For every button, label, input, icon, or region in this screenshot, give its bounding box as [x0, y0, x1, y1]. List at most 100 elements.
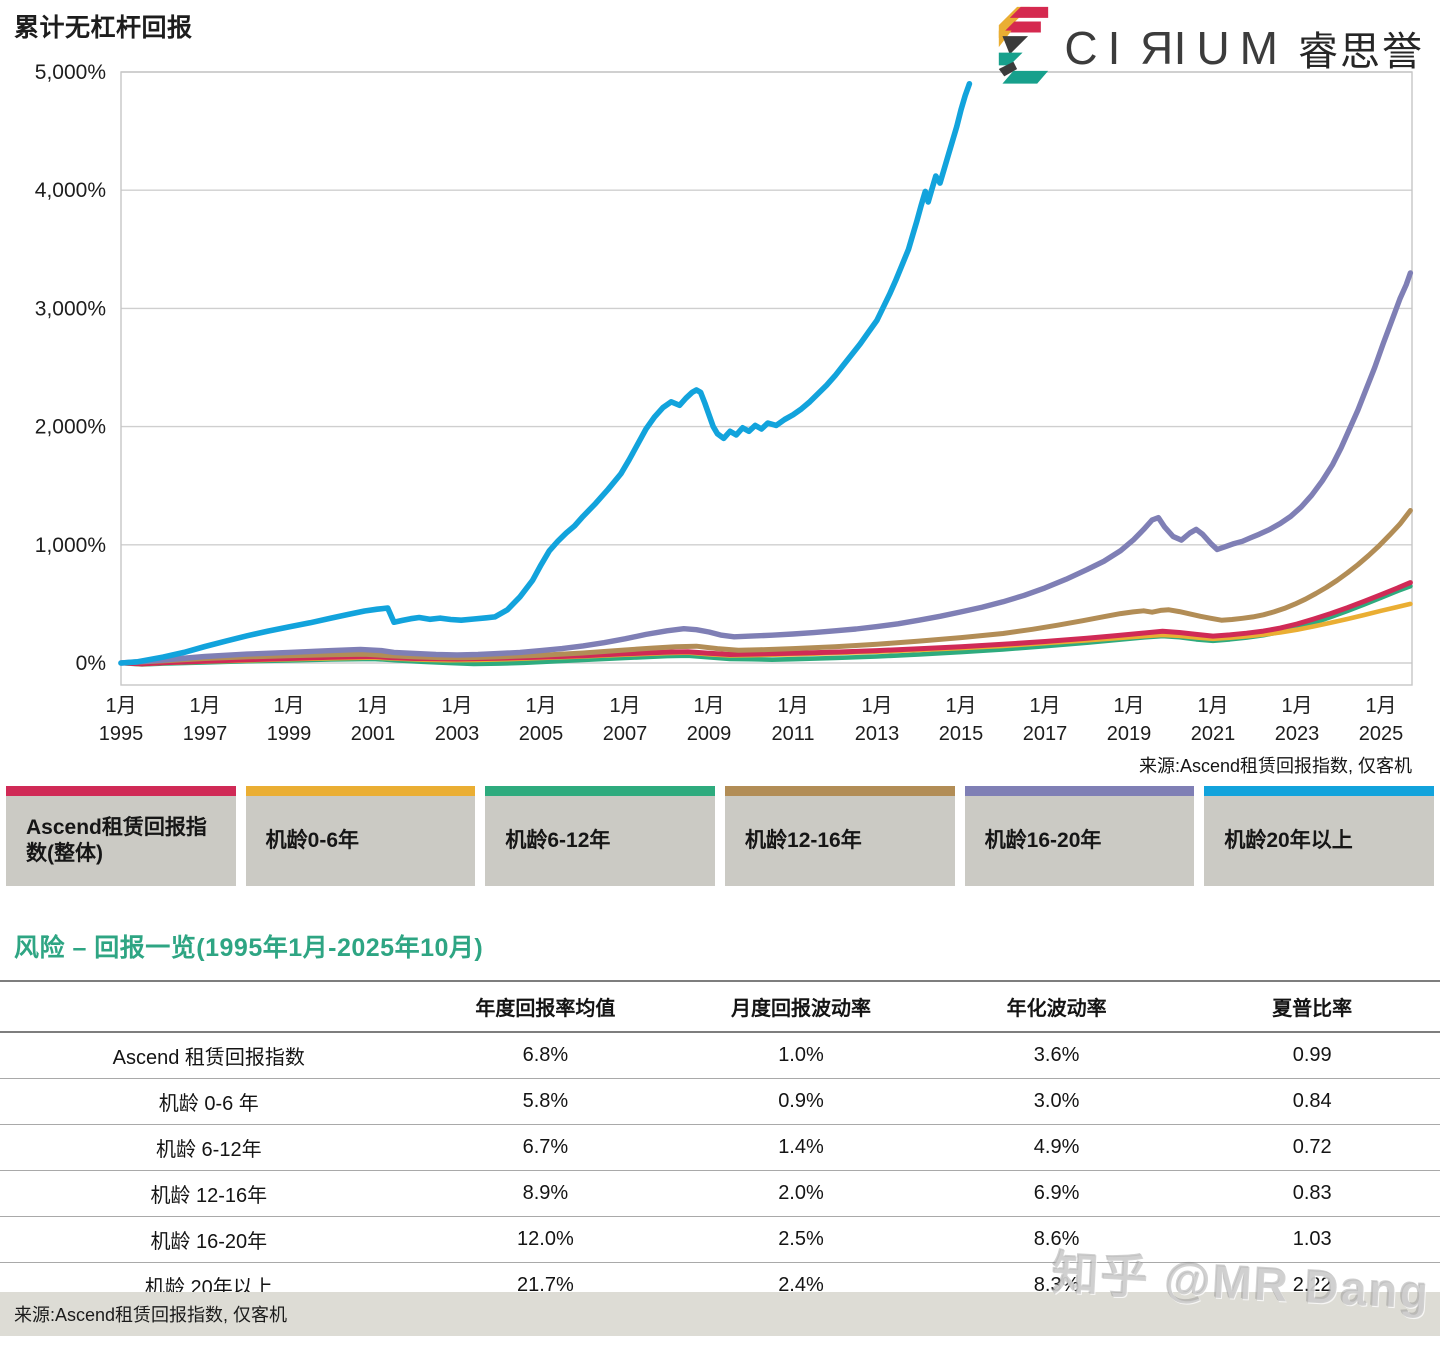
table-cell: 8.6% [928, 1216, 1185, 1263]
x-axis-tick-label: 1月 1995 [99, 695, 144, 745]
table-cell: 0.83 [1184, 1170, 1440, 1217]
x-axis-tick-label: 1月 2007 [603, 695, 648, 745]
cirium-logo: CIRIUM 睿思誉 [986, 6, 1424, 90]
legend-label: 机龄12-16年 [725, 796, 955, 886]
legend-color-bar [485, 786, 716, 796]
table-header-cell: 年化波动率 [928, 980, 1185, 1033]
risk-return-section: 风险 – 回报一览(1995年1月-2025年10月) 年度回报率均值 月度回报波… [0, 928, 1440, 1309]
table-row: 机龄 16-20年 12.0% 2.5% 8.6% 1.03 [0, 1216, 1440, 1263]
x-axis-tick-label: 1月 2019 [1107, 695, 1152, 745]
page-title: 累计无杠杆回报 [14, 14, 193, 42]
y-axis-tick-label: 1,000% [35, 534, 106, 557]
table-cell: 6.8% [417, 1032, 674, 1079]
footer-source-bar: 来源:Ascend租赁回报指数, 仅客机 [0, 1292, 1440, 1336]
legend-item-age-12-16: 机龄12-16年 [725, 786, 955, 886]
table-title: 风险 – 回报一览(1995年1月-2025年10月) [14, 934, 484, 962]
y-axis-tick-label: 3,000% [35, 297, 106, 320]
table-header-row: 年度回报率均值 月度回报波动率 年化波动率 夏普比率 [0, 980, 1440, 1033]
table-cell: 1.03 [1184, 1216, 1440, 1263]
y-axis-tick-label: 2,000% [35, 416, 106, 439]
chart-source-note: 来源:Ascend租赁回报指数, 仅客机 [1138, 756, 1412, 776]
table-cell: 3.6% [928, 1032, 1185, 1079]
x-axis-tick-label: 1月 2017 [1023, 695, 1068, 745]
table-cell: 2.0% [673, 1170, 929, 1217]
y-axis-tick-label: 0% [76, 652, 106, 675]
wordmark-letter: I [1173, 22, 1197, 74]
legend-label: 机龄6-12年 [485, 796, 716, 886]
legend-color-bar [725, 786, 955, 796]
x-axis-tick-label: 1月 2005 [519, 695, 564, 745]
x-axis-tick-label: 1月 2003 [435, 695, 480, 745]
table-row: 机龄 12-16年 8.9% 2.0% 6.9% 0.83 [0, 1170, 1440, 1217]
table-cell: 6.9% [928, 1170, 1185, 1217]
x-axis-tick-label: 1月 2023 [1275, 695, 1320, 745]
table-cell: 8.9% [417, 1170, 674, 1217]
table-row: 机龄 0-6 年 5.8% 0.9% 3.0% 0.84 [0, 1078, 1440, 1125]
legend-item-index-overall: Ascend租赁回报指数(整体) [6, 786, 236, 886]
table-cell: 1.4% [673, 1124, 929, 1171]
plot-border [120, 71, 1413, 686]
x-axis-tick-label: 1月 2001 [351, 695, 396, 745]
footer-source-note: 来源:Ascend租赁回报指数, 仅客机 [14, 1305, 288, 1325]
cumulative-return-chart: 0% 1,000% 2,000% 3,000% 4,000% 5,000% 1月 1995 1月… [35, 61, 1414, 745]
table-header-cell: 月度回报波动率 [673, 980, 929, 1033]
legend-item-age-6-12: 机龄6-12年 [485, 786, 716, 886]
wordmark-letter: R [1130, 22, 1174, 74]
cirium-wordmark: CIRIUM [1064, 21, 1288, 75]
x-axis-tick-label: 1月 2009 [687, 695, 732, 745]
legend-color-bar [964, 786, 1195, 796]
table-cell: 12.0% [417, 1216, 674, 1263]
legend-item-age-16-20: 机龄16-20年 [964, 786, 1195, 886]
x-axis-tick-label: 1月 2011 [771, 695, 814, 745]
legend-color-bar [6, 786, 236, 796]
table-row: 机龄 6-12年 6.7% 1.4% 4.9% 0.72 [0, 1124, 1440, 1171]
table-row-label: 机龄 0-6 年 [0, 1078, 418, 1125]
table-cell: 1.0% [673, 1032, 929, 1079]
legend-label: 机龄0-6年 [245, 796, 476, 886]
table-cell: 4.9% [928, 1124, 1185, 1171]
series-line-age-12-16 [118, 508, 1413, 666]
table-row-label: 机龄 16-20年 [0, 1216, 418, 1263]
table-row-label: 机龄 12-16年 [0, 1170, 418, 1217]
wordmark-letter: M [1239, 22, 1288, 74]
table-cell: 0.72 [1184, 1124, 1440, 1171]
legend-color-bar [245, 786, 476, 796]
legend-label: 机龄16-20年 [964, 796, 1195, 886]
x-axis-tick-label: 1月 2013 [855, 695, 900, 745]
table-cell: 0.9% [673, 1078, 929, 1125]
table-row-label: Ascend 租赁回报指数 [0, 1032, 418, 1079]
wordmark-letter: C [1064, 22, 1108, 74]
y-axis-tick-label: 5,000% [35, 61, 106, 84]
table-cell: 6.7% [417, 1124, 674, 1171]
y-axis-tick-label: 4,000% [35, 179, 106, 202]
risk-return-table: 年度回报率均值 月度回报波动率 年化波动率 夏普比率 Ascend 租赁回报指数 6.8%… [0, 980, 1440, 1309]
table-row-label: 机龄 6-12年 [0, 1124, 418, 1171]
legend-item-age-20-plus: 机龄20年以上 [1204, 786, 1435, 886]
table-cell: 5.8% [417, 1078, 674, 1125]
x-axis-tick-label: 1月 2021 [1191, 695, 1236, 745]
table-cell: 0.84 [1184, 1078, 1440, 1125]
x-axis-tick-label: 1月 2025 [1359, 695, 1404, 745]
table-cell: 2.5% [673, 1216, 929, 1263]
series-line-age-16-20 [118, 270, 1414, 666]
table-cell: 0.99 [1184, 1032, 1440, 1079]
table-header-cell: 年度回报率均值 [417, 980, 674, 1033]
wordmark-letter: I [1107, 22, 1131, 74]
legend-label: Ascend租赁回报指数(整体) [6, 796, 236, 886]
legend-label: 机龄20年以上 [1204, 796, 1435, 886]
cirium-logo-icon [999, 6, 1049, 84]
table-header-cell: 夏普比率 [1184, 980, 1440, 1033]
table-cell: 3.0% [928, 1078, 1185, 1125]
chart-legend: Ascend租赁回报指数(整体) 机龄0-6年 机龄6-12年 机龄12-16年 机龄1… [6, 786, 1435, 886]
returns-chart-svg: 0% 1,000% 2,000% 3,000% 4,000% 5,000% 1月 1995 1月… [35, 61, 1414, 745]
legend-color-bar [1204, 786, 1435, 796]
series-line-age-20-plus [118, 81, 973, 666]
x-axis-tick-label: 1月 1999 [267, 695, 312, 745]
wordmark-letter: U [1196, 22, 1240, 74]
legend-item-age-0-6: 机龄0-6年 [245, 786, 476, 886]
x-axis-tick-label: 1月 2015 [939, 695, 984, 745]
table-row: Ascend 租赁回报指数 6.8% 1.0% 3.6% 0.99 [0, 1032, 1440, 1079]
table-header-empty [0, 980, 418, 1033]
cirium-chinese-name: 睿思誉 [1298, 30, 1424, 74]
